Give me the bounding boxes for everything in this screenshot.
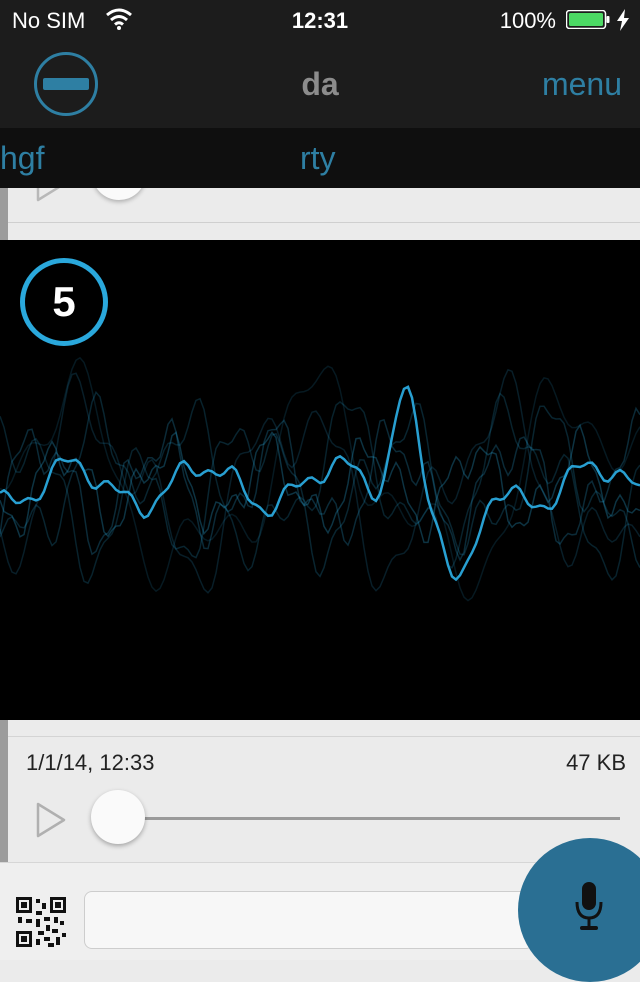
progress-knob[interactable]: [92, 188, 146, 200]
microphone-button[interactable]: [518, 838, 640, 982]
play-icon[interactable]: [34, 802, 68, 838]
waveform-line: [0, 356, 640, 602]
wifi-icon: [106, 8, 132, 30]
waveform-line: [0, 368, 640, 594]
waveform-line: [0, 423, 640, 544]
navigation-bar: da menu: [0, 40, 640, 128]
charging-bolt-icon: [617, 9, 629, 31]
status-bar: No SIM 12:31 100%: [0, 0, 640, 40]
microphone-icon: [575, 882, 603, 930]
battery-percent: 100%: [499, 8, 556, 33]
waveform-line: [0, 406, 640, 562]
progress-track[interactable]: [118, 817, 620, 820]
recording-size: 47 KB: [566, 750, 626, 775]
progress-knob[interactable]: [91, 790, 145, 844]
qr-code-icon[interactable]: [16, 897, 66, 947]
tab-strip: hgf rty: [0, 128, 640, 188]
divider: [8, 222, 640, 223]
waveform-line: [0, 390, 640, 578]
waveform-line: [0, 392, 640, 585]
message-input[interactable]: [84, 891, 534, 949]
list-item: [0, 188, 640, 240]
menu-button[interactable]: menu: [541, 66, 622, 102]
row-accent: [0, 188, 8, 240]
carrier-label: No SIM: [12, 8, 86, 33]
waveform-visualizer: 5: [0, 240, 640, 720]
minus-circle-icon: [43, 78, 89, 90]
waveform-line: [0, 385, 640, 582]
waveform-graphic: [0, 356, 640, 602]
divider: [8, 736, 640, 737]
count-badge: 5: [20, 258, 108, 346]
recording-date: 1/1/14, 12:33: [26, 750, 155, 775]
battery-icon: [566, 10, 610, 29]
row-accent: [0, 720, 8, 862]
tab-rty[interactable]: rty: [300, 140, 336, 176]
page-title: da: [301, 66, 339, 102]
remove-button[interactable]: [34, 52, 98, 116]
clock: 12:31: [291, 8, 349, 33]
tab-hgf[interactable]: hgf: [0, 140, 45, 176]
recording-item[interactable]: 1/1/14, 12:33 47 KB: [0, 720, 640, 862]
play-icon[interactable]: [34, 188, 68, 202]
